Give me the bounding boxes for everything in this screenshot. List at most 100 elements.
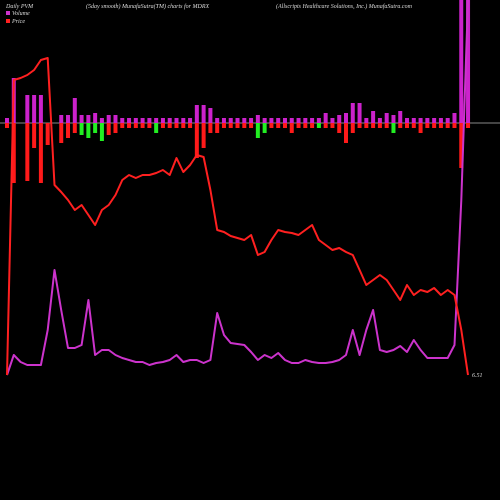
chart-source: (Allscripts Healthcare Solutions, Inc.) … [276, 3, 413, 10]
volume-bar-up [425, 118, 430, 123]
volume-bar-up [398, 111, 403, 123]
volume-bar-down [194, 123, 199, 158]
volume-bar-down [120, 123, 125, 128]
volume-bar-up [188, 118, 193, 123]
series-line [6, 57, 469, 376]
volume-bar-down [45, 123, 50, 145]
volume-bar-down [269, 123, 274, 128]
volume-bar-up [350, 103, 355, 123]
volume-bar-up [411, 118, 416, 123]
volume-bar-down [147, 123, 152, 128]
volume-bar-up [384, 113, 389, 123]
volume-bar-down [459, 123, 464, 168]
volume-bar-up [38, 95, 43, 123]
volume-bar-down [371, 123, 376, 128]
legend-swatch [6, 19, 10, 23]
volume-bar-down [445, 123, 450, 128]
volume-bar-up [228, 118, 233, 123]
volume-bar-up [59, 115, 64, 123]
volume-bar-up [269, 118, 274, 123]
volume-bar-down [289, 123, 294, 133]
volume-bar-down [405, 123, 410, 128]
volume-bar-down [350, 123, 355, 133]
volume-bar-up [303, 118, 308, 123]
volume-bar-down [208, 123, 213, 133]
volume-bar-up [32, 95, 37, 123]
volume-bar-down [466, 123, 471, 128]
volume-bar-down [167, 123, 172, 128]
volume-bar-down [99, 123, 104, 141]
volume-bar-down [188, 123, 193, 128]
volume-bar-down [364, 123, 369, 128]
volume-bar-down [391, 123, 396, 133]
last-price-label: 6.51 [472, 373, 483, 379]
volume-bar-up [66, 115, 71, 123]
volume-bar-down [133, 123, 138, 128]
volume-bar-down [72, 123, 77, 133]
volume-bar-up [133, 118, 138, 123]
chart-title: Daily PVM [5, 4, 34, 10]
volume-bar-down [215, 123, 220, 133]
volume-bar-down [113, 123, 118, 133]
volume-bar-up [113, 115, 118, 123]
volume-bar-up [391, 115, 396, 123]
volume-bar-up [160, 118, 165, 123]
volume-bar-up [418, 118, 423, 123]
volume-bar-down [384, 123, 389, 128]
volume-bar-up [282, 118, 287, 123]
volume-bar-down [411, 123, 416, 128]
volume-bar-up [167, 118, 172, 123]
volume-bar-down [337, 123, 342, 133]
volume-bar-down [154, 123, 159, 133]
volume-bar-up [452, 113, 457, 123]
volume-bar-up [242, 118, 247, 123]
volume-bar-down [11, 123, 16, 183]
volume-bar-down [255, 123, 260, 138]
volume-bar-up [432, 118, 437, 123]
volume-bar-down [249, 123, 254, 128]
volume-bar-up [181, 118, 186, 123]
volume-bar-down [32, 123, 37, 148]
volume-bar-up [438, 118, 443, 123]
volume-bar-up [371, 111, 376, 123]
volume-bar-down [438, 123, 443, 128]
volume-bar-down [5, 123, 9, 128]
volume-bar-up [445, 118, 450, 123]
legend-swatch [6, 11, 10, 15]
volume-bar-down [181, 123, 186, 128]
volume-bar-up [310, 118, 315, 123]
volume-bar-up [194, 105, 199, 123]
volume-bar-down [432, 123, 437, 128]
volume-bar-up [79, 115, 84, 123]
volume-bar-up [337, 115, 342, 123]
volume-bar-up [25, 95, 30, 123]
volume-bar-up [262, 118, 267, 123]
volume-bar-up [276, 118, 281, 123]
volume-bar-up [72, 98, 77, 123]
volume-bar-down [79, 123, 84, 135]
legend-label: Volume [12, 11, 30, 17]
volume-bar-down [276, 123, 281, 128]
volume-bar-down [303, 123, 308, 128]
volume-bar-up [466, 0, 471, 123]
legend-label: Price [11, 19, 25, 25]
volume-bar-down [59, 123, 64, 143]
volume-bar-up [215, 118, 220, 123]
volume-bar-up [344, 113, 348, 123]
volume-bar-up [323, 113, 328, 123]
volume-bar-down [127, 123, 132, 128]
volume-bar-up [154, 118, 159, 123]
volume-bar-up [86, 115, 91, 123]
volume-bar-down [221, 123, 226, 128]
volume-bar-down [357, 123, 362, 128]
volume-bar-up [221, 118, 226, 123]
volume-bar-down [235, 123, 240, 128]
volume-bar-down [377, 123, 382, 128]
volume-bar-down [86, 123, 91, 138]
volume-bar-down [310, 123, 315, 128]
volume-bar-down [398, 123, 403, 128]
volume-bar-up [5, 118, 9, 123]
volume-bar-down [296, 123, 301, 128]
